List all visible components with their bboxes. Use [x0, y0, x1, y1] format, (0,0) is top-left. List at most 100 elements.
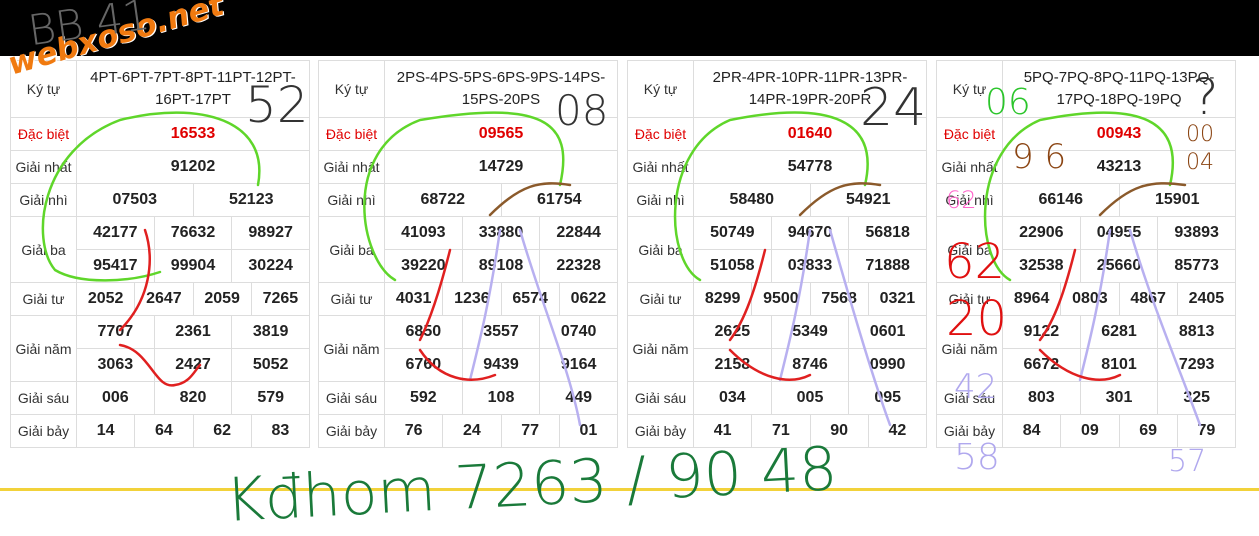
prize-number: 83 [251, 415, 310, 448]
prize-number: 0803 [1061, 283, 1120, 316]
prize-label: Giải tư [319, 283, 385, 316]
handwritten-note: 08 [555, 86, 609, 135]
prize-number: 52123 [193, 184, 310, 217]
prize-number: 79 [1177, 415, 1236, 448]
prize-label: Đặc biệt [11, 118, 77, 151]
prize-label: Giải năm [937, 316, 1003, 382]
prize-number: 0990 [849, 349, 927, 382]
prize-number: 0601 [849, 316, 927, 349]
prize-label: Giải sáu [628, 382, 694, 415]
prize-number: 85773 [1158, 250, 1236, 283]
prize-number: 7568 [810, 283, 869, 316]
prize-label: Giải bảy [11, 415, 77, 448]
prize-number: 3819 [232, 316, 310, 349]
prize-number: 54778 [694, 151, 927, 184]
prize-number: 4031 [385, 283, 444, 316]
prize-label: Giải ba [628, 217, 694, 283]
prize-number: 32538 [1003, 250, 1081, 283]
prize-number: 592 [385, 382, 463, 415]
prize-label: Giải năm [11, 316, 77, 382]
prize-number: 5052 [232, 349, 310, 382]
prize-number: 1236 [443, 283, 502, 316]
prize-number: 77 [501, 415, 560, 448]
handwritten-note: 20 [946, 291, 1008, 347]
prize-number: 2647 [135, 283, 194, 316]
prize-number: 6281 [1080, 316, 1159, 349]
handwritten-note: 52 [245, 76, 309, 134]
prize-number: 71888 [849, 250, 927, 283]
prize-number: 54921 [810, 184, 927, 217]
prize-number: 95417 [77, 250, 155, 283]
handwritten-note: 00 [1186, 122, 1214, 147]
handwritten-note: 62 [944, 234, 1006, 290]
prize-number: 2059 [193, 283, 252, 316]
handwritten-note: 57 [1168, 444, 1207, 479]
prize-label: Giải sáu [11, 382, 77, 415]
handwritten-note: ? [1192, 68, 1219, 126]
prize-number: 0740 [540, 316, 618, 349]
handwritten-note: 58 [954, 437, 1000, 478]
header-label: Ký tự [628, 61, 694, 118]
prize-number: 4867 [1119, 283, 1178, 316]
prize-number: 66146 [1003, 184, 1120, 217]
prize-number: 04955 [1080, 217, 1159, 250]
prize-number: 91202 [77, 151, 310, 184]
prize-number: 8813 [1158, 316, 1236, 349]
top-band [0, 0, 1259, 56]
handwritten-note: Kđhom 7263 / 90 48 [223, 434, 839, 536]
handwritten-note: 04 [1186, 150, 1214, 175]
handwritten-note: 42 [954, 367, 998, 407]
prize-number: 51058 [694, 250, 772, 283]
prize-number: 14 [77, 415, 136, 448]
prize-label: Giải sáu [937, 382, 1003, 415]
prize-number: 15901 [1119, 184, 1236, 217]
prize-number: 64 [135, 415, 194, 448]
prize-number: 84 [1003, 415, 1062, 448]
prize-number: 99904 [154, 250, 233, 283]
prize-number: 62 [193, 415, 252, 448]
prize-number: 7707 [77, 316, 155, 349]
prize-number: 07503 [77, 184, 194, 217]
prize-number: 0321 [868, 283, 927, 316]
prize-number: 5349 [771, 316, 850, 349]
prize-number: 3557 [462, 316, 541, 349]
prize-label: Giải bảy [937, 415, 1003, 448]
prize-number: 41 [694, 415, 753, 448]
prize-number: 005 [771, 382, 850, 415]
prize-label: Giải nhì [11, 184, 77, 217]
prize-number: 8746 [771, 349, 850, 382]
prize-label: Giải tư [11, 283, 77, 316]
prize-number: 8299 [694, 283, 753, 316]
prize-number: 22906 [1003, 217, 1081, 250]
prize-number: 7293 [1158, 349, 1236, 382]
prize-label: Giải bảy [319, 415, 385, 448]
prize-label: Giải tư [628, 283, 694, 316]
prize-number: 6760 [385, 349, 463, 382]
prize-number: 76 [385, 415, 444, 448]
prize-number: 98927 [232, 217, 310, 250]
prize-number: 2427 [154, 349, 233, 382]
prize-number: 2625 [694, 316, 772, 349]
prize-number: 58480 [694, 184, 811, 217]
prize-label: Giải nhất [319, 151, 385, 184]
prize-label: Giải nhất [937, 151, 1003, 184]
codes: 2PR-4PR-10PR-11PR-13PR-14PR-19PR-20PR [694, 61, 927, 118]
prize-number: 3063 [77, 349, 155, 382]
prize-number: 56818 [849, 217, 927, 250]
prize-number: 7265 [251, 283, 310, 316]
prize-label: Giải nhì [628, 184, 694, 217]
header-label: Ký tự [319, 61, 385, 118]
prize-number: 820 [154, 382, 233, 415]
prize-label: Giải năm [628, 316, 694, 382]
handwritten-note: 06 [985, 82, 1031, 123]
prize-number: 61754 [501, 184, 618, 217]
prize-label: Giải sáu [319, 382, 385, 415]
prize-number: 301 [1080, 382, 1159, 415]
prize-label: Giải bảy [628, 415, 694, 448]
prize-number: 325 [1158, 382, 1236, 415]
prize-label: Giải nhì [319, 184, 385, 217]
prize-number: 9500 [752, 283, 811, 316]
prize-number: 90 [810, 415, 869, 448]
prize-number: 69 [1119, 415, 1178, 448]
header-label: Ký tự [937, 61, 1003, 118]
